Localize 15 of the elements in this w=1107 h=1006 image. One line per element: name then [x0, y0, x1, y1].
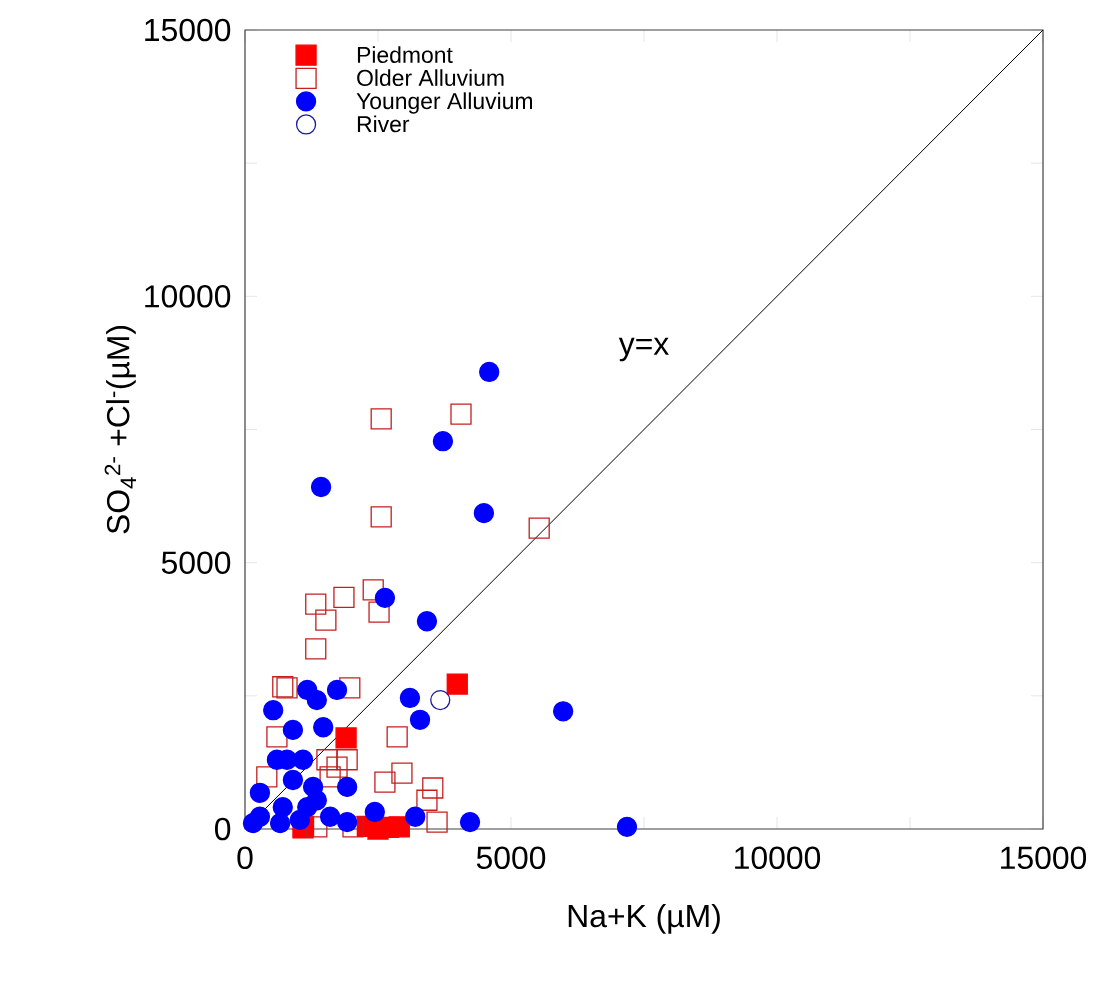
y-axis-title: SO$_{4}$$^{2-}$ +Cl$^{-}$(µM) [104, 325, 136, 534]
x-tick-label: 10000 [735, 846, 821, 870]
y-tick-label: 10000 [145, 285, 231, 308]
y-tick-label: 5000 [161, 551, 231, 574]
x-axis-title: Na+K (µM) [568, 903, 720, 934]
x-tick-label: 5000 [476, 846, 546, 870]
legend-label: Older Alluvium [357, 69, 504, 87]
legend-label: Younger Alluvium [356, 92, 532, 114]
x-tick-label: 15000 [1001, 846, 1087, 870]
legend-label: River [357, 115, 410, 133]
y-tick-label: 15000 [145, 18, 231, 42]
y-tick-label: 0 [215, 817, 231, 841]
legend-label: Piedmont [357, 46, 453, 63]
annotation: y=x [618, 337, 669, 362]
x-tick-label: 0 [237, 846, 253, 870]
